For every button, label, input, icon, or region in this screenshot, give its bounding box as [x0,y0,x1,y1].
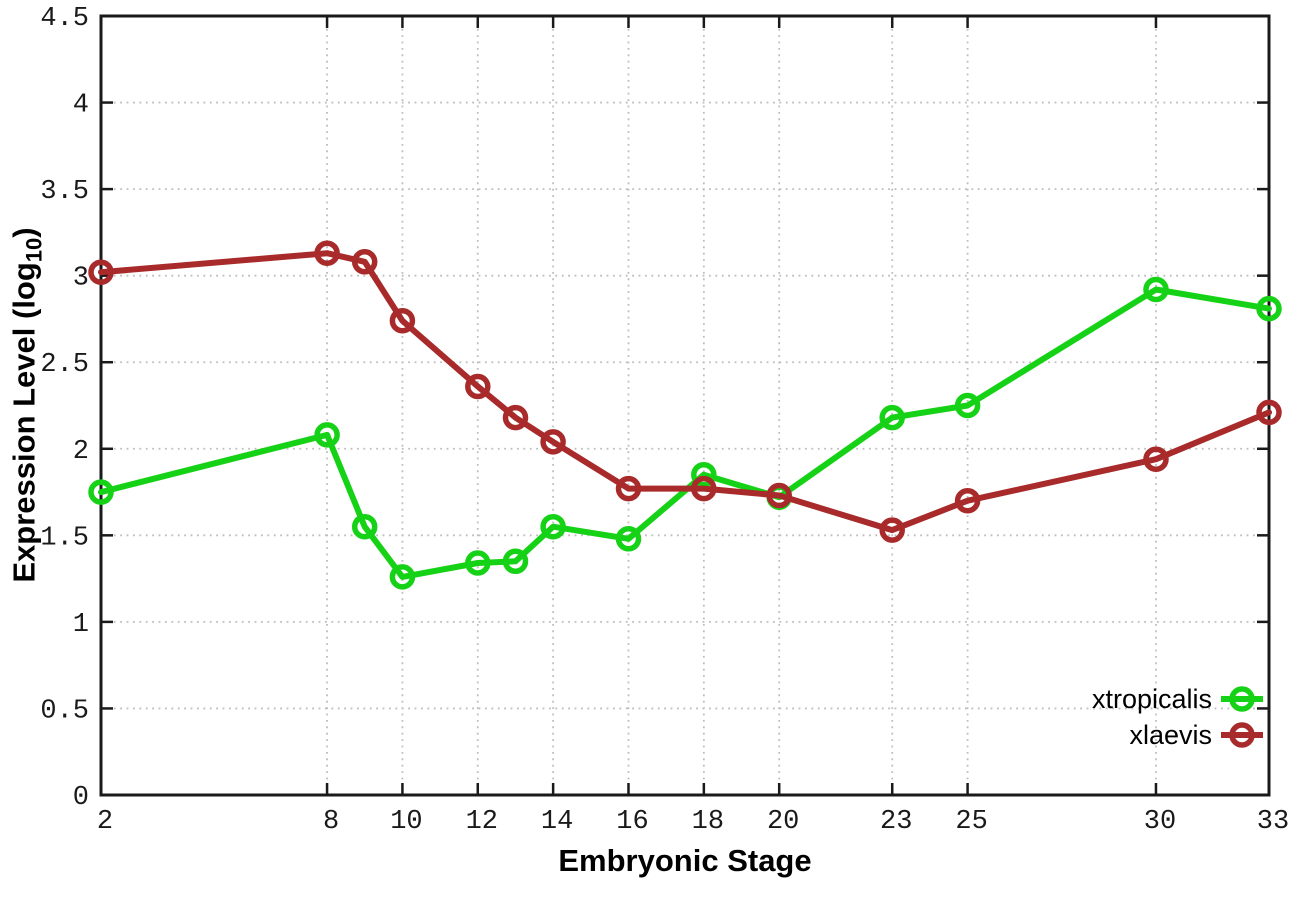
y-tick-label: 1.5 [40,523,89,553]
data-point-xlaevis [465,373,491,400]
data-point-xlaevis [615,475,642,502]
plot-border [99,14,1271,797]
x-tick-label: 18 [692,807,724,837]
x-tick-label: 8 [323,807,339,837]
data-point-xtropicalis [1143,276,1169,303]
series-line-xtropicalis [98,286,1272,580]
data-point-xtropicalis [502,548,529,575]
legend-marker-xtropicalis [1229,686,1255,712]
data-point-xlaevis [88,259,114,285]
y-axis-label: Expression Level (log10) [6,227,47,582]
x-tick-label: 30 [1144,807,1176,837]
y-tick-label: 3.5 [40,177,89,207]
x-tick-label: 10 [390,807,422,837]
data-point-xtropicalis [1256,295,1282,322]
series-line-xlaevis [98,250,1272,534]
data-point-xlaevis [351,249,378,275]
x-tick-label: 33 [1257,807,1289,837]
x-tick-label: 20 [767,807,799,837]
data-point-xtropicalis [540,513,566,540]
x-tick-label: 16 [616,807,648,837]
data-point-xtropicalis [389,564,416,590]
data-point-xtropicalis [954,392,981,419]
data-point-xtropicalis [615,526,642,552]
data-point-xtropicalis [465,550,491,576]
data-point-xlaevis [1143,446,1169,472]
y-axis-label-subscript: 10 [21,237,47,263]
x-tick-label: 23 [880,807,912,837]
y-axis-label-close-paren: ) [6,227,42,238]
x-axis-label: Embryonic Stage [558,843,812,878]
x-tick-label: 25 [955,807,987,837]
data-point-xtropicalis [691,461,717,488]
y-tick-label: 2.5 [40,350,89,380]
x-tick-label: 12 [466,807,498,837]
data-point-xtropicalis [351,513,378,540]
data-point-xtropicalis [88,479,114,505]
data-point-xlaevis [1256,399,1282,426]
data-point-xtropicalis [879,404,905,431]
data-point-xlaevis [954,487,981,514]
x-tick-label: 14 [541,807,573,837]
legend-label-xlaevis: xlaevis [1129,720,1212,750]
y-tick-label: 3 [73,264,89,294]
y-tick-label: 2 [73,437,89,467]
y-tick-label: 4 [73,91,89,121]
data-point-xlaevis [879,517,905,543]
y-tick-label: 0 [73,783,89,813]
data-point-xlaevis [540,429,566,455]
y-tick-label: 0.5 [40,696,89,726]
data-point-xlaevis [502,404,529,431]
data-point-xtropicalis [314,422,340,448]
data-point-xlaevis [389,307,416,334]
legend-label-xtropicalis: xtropicalis [1092,684,1212,714]
y-tick-label: 4.5 [40,4,89,34]
data-point-xlaevis [314,240,340,266]
data-point-xlaevis [766,482,792,509]
x-tick-label: 2 [97,807,113,837]
y-axis-label-text: Expression Level (log [6,262,42,583]
data-point-xlaevis [691,475,717,502]
y-tick-label: 1 [73,610,89,640]
legend-marker-xlaevis [1229,722,1255,748]
